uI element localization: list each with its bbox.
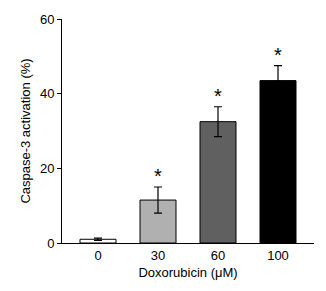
svg-text:0: 0 (94, 248, 101, 263)
svg-text:*: * (274, 44, 282, 66)
svg-text:*: * (154, 165, 162, 187)
svg-text:30: 30 (151, 248, 165, 263)
svg-text:60: 60 (211, 248, 225, 263)
svg-text:Doxorubicin (μM): Doxorubicin (μM) (138, 265, 237, 280)
svg-text:Caspase-3 activation (%): Caspase-3 activation (%) (18, 58, 33, 203)
svg-text:100: 100 (267, 248, 289, 263)
svg-text:0: 0 (47, 236, 54, 251)
svg-text:40: 40 (40, 86, 54, 101)
svg-text:20: 20 (40, 161, 54, 176)
svg-text:60: 60 (40, 12, 54, 27)
svg-text:*: * (214, 85, 222, 107)
